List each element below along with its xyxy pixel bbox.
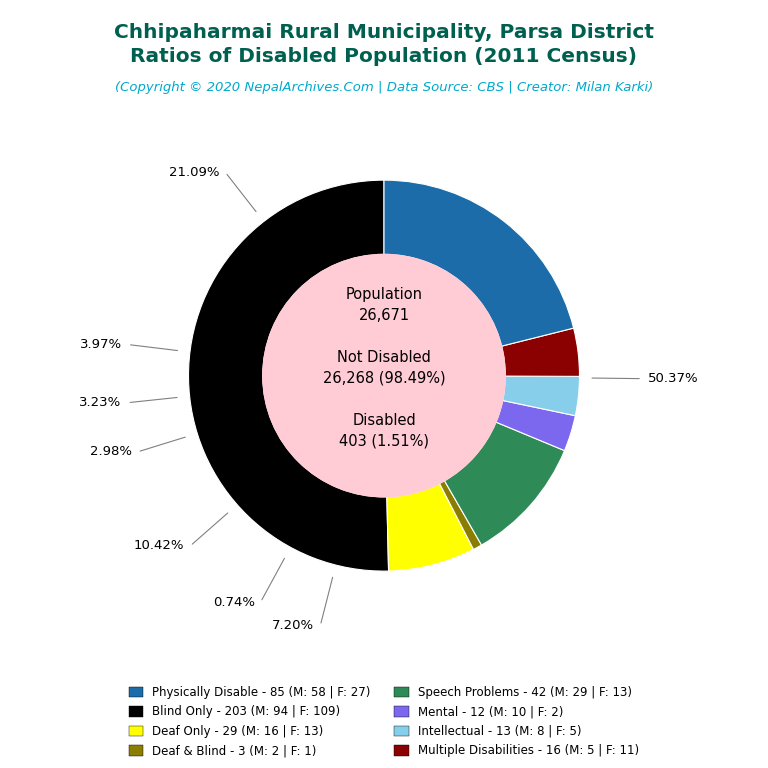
Wedge shape: [439, 481, 482, 549]
Text: (Copyright © 2020 NepalArchives.Com | Data Source: CBS | Creator: Milan Karki): (Copyright © 2020 NepalArchives.Com | Da…: [115, 81, 653, 94]
Wedge shape: [384, 180, 574, 346]
Wedge shape: [496, 400, 575, 451]
Wedge shape: [502, 376, 580, 415]
Wedge shape: [502, 328, 580, 376]
Circle shape: [263, 254, 505, 497]
Text: 50.37%: 50.37%: [648, 372, 699, 385]
Text: 3.97%: 3.97%: [80, 338, 122, 351]
Wedge shape: [445, 422, 564, 545]
Legend: Physically Disable - 85 (M: 58 | F: 27), Blind Only - 203 (M: 94 | F: 109), Deaf: Physically Disable - 85 (M: 58 | F: 27),…: [124, 681, 644, 762]
Text: 3.23%: 3.23%: [79, 396, 121, 409]
Wedge shape: [387, 483, 474, 571]
Text: 10.42%: 10.42%: [134, 539, 184, 552]
Text: Population
26,671

Not Disabled
26,268 (98.49%)

Disabled
403 (1.51%): Population 26,671 Not Disabled 26,268 (9…: [323, 286, 445, 449]
Text: 7.20%: 7.20%: [273, 619, 314, 632]
Text: 21.09%: 21.09%: [169, 166, 220, 179]
Text: 0.74%: 0.74%: [213, 596, 255, 609]
Text: Chhipaharmai Rural Municipality, Parsa District
Ratios of Disabled Population (2: Chhipaharmai Rural Municipality, Parsa D…: [114, 23, 654, 65]
Wedge shape: [188, 180, 389, 571]
Text: 2.98%: 2.98%: [90, 445, 131, 458]
